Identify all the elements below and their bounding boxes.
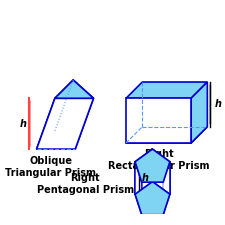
- Text: Right
Pentagonal Prism: Right Pentagonal Prism: [37, 173, 134, 195]
- Polygon shape: [191, 82, 207, 143]
- Polygon shape: [55, 80, 94, 149]
- Polygon shape: [135, 182, 170, 215]
- Polygon shape: [37, 80, 73, 149]
- Polygon shape: [163, 162, 170, 215]
- Polygon shape: [55, 80, 94, 98]
- Polygon shape: [135, 162, 142, 215]
- Polygon shape: [153, 149, 170, 194]
- Polygon shape: [135, 149, 170, 182]
- Text: h: h: [19, 119, 26, 129]
- Text: Oblique
Triangular Prism: Oblique Triangular Prism: [5, 156, 96, 178]
- Polygon shape: [142, 182, 163, 215]
- Polygon shape: [135, 149, 153, 194]
- Polygon shape: [126, 98, 191, 143]
- Polygon shape: [37, 98, 94, 149]
- Text: Right
Rectangular Prism: Right Rectangular Prism: [108, 149, 209, 171]
- Polygon shape: [126, 127, 207, 143]
- Text: h: h: [142, 173, 149, 183]
- Polygon shape: [126, 82, 207, 98]
- Polygon shape: [37, 131, 75, 149]
- Text: h: h: [214, 99, 221, 109]
